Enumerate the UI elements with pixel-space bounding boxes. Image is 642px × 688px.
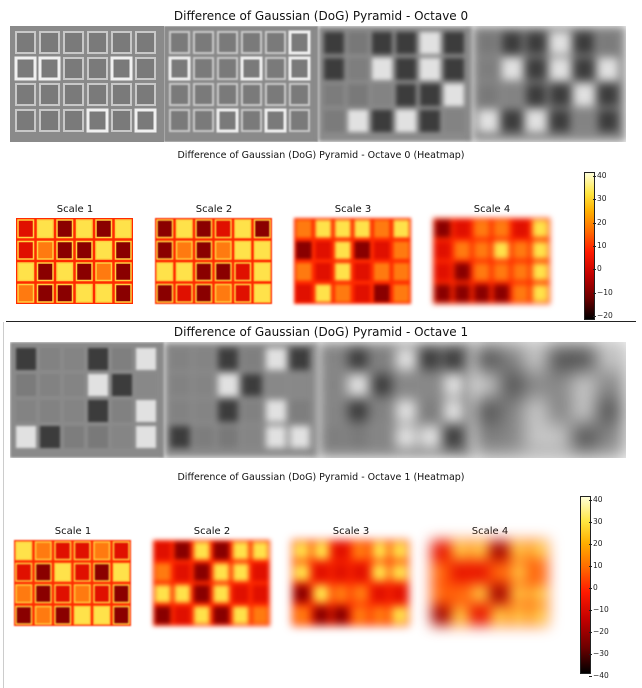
colorbar-tick: 40 (593, 171, 607, 180)
octave-0-dog-strip (10, 26, 626, 142)
colorbar-tick: 0 (589, 583, 598, 592)
octave-1-grayscale-images (10, 342, 626, 458)
octave-0-title: Difference of Gaussian (DoG) Pyramid - O… (173, 9, 469, 23)
colorbar-tick: 0 (593, 264, 602, 274)
colorbar-tick: −30 (589, 649, 609, 658)
colorbar-tick: 40 (589, 495, 603, 504)
octave-1-scale-3-label: Scale 3 (332, 526, 370, 537)
octave-0-heatmap-title: Difference of Gaussian (DoG) Pyramid - O… (177, 150, 465, 161)
octave-1-scale-2-label: Scale 2 (193, 526, 231, 537)
colorbar-tick: 10 (589, 561, 603, 570)
octave-0-heatmap-panels (16, 218, 550, 304)
octave-1-scale-4-label: Scale 4 (471, 526, 509, 537)
octave-0-scale-2-label: Scale 2 (195, 204, 233, 215)
figure-left-edge (3, 322, 4, 688)
octave-1-dog-strip (10, 342, 626, 458)
octave-1-title: Difference of Gaussian (DoG) Pyramid - O… (173, 325, 469, 339)
colorbar-tick: −10 (589, 605, 609, 614)
colorbar-tick: −20 (589, 627, 609, 636)
octave-0-scale-1-label: Scale 1 (56, 204, 94, 215)
octave-1-scale-1-label: Scale 1 (54, 526, 92, 537)
octave-0-scale-3-label: Scale 3 (334, 204, 372, 215)
colorbar-tick: 30 (593, 194, 607, 204)
octave-1-colorbar (580, 496, 591, 674)
octave-0-colorbar (584, 172, 595, 320)
colorbar-tick: −10 (593, 287, 613, 297)
octave-0-scale-4-label: Scale 4 (473, 204, 511, 215)
colorbar-tick: 10 (593, 241, 607, 251)
octave-separator (6, 321, 636, 322)
octave-0-grayscale-images (10, 26, 626, 142)
colorbar-tick: −20 (593, 311, 613, 321)
colorbar-tick: 20 (589, 539, 603, 548)
colorbar-tick: −40 (589, 671, 609, 680)
colorbar-tick: 30 (589, 517, 603, 526)
octave-1-heatmap-title: Difference of Gaussian (DoG) Pyramid - O… (177, 472, 465, 483)
colorbar-tick: 20 (593, 217, 607, 227)
